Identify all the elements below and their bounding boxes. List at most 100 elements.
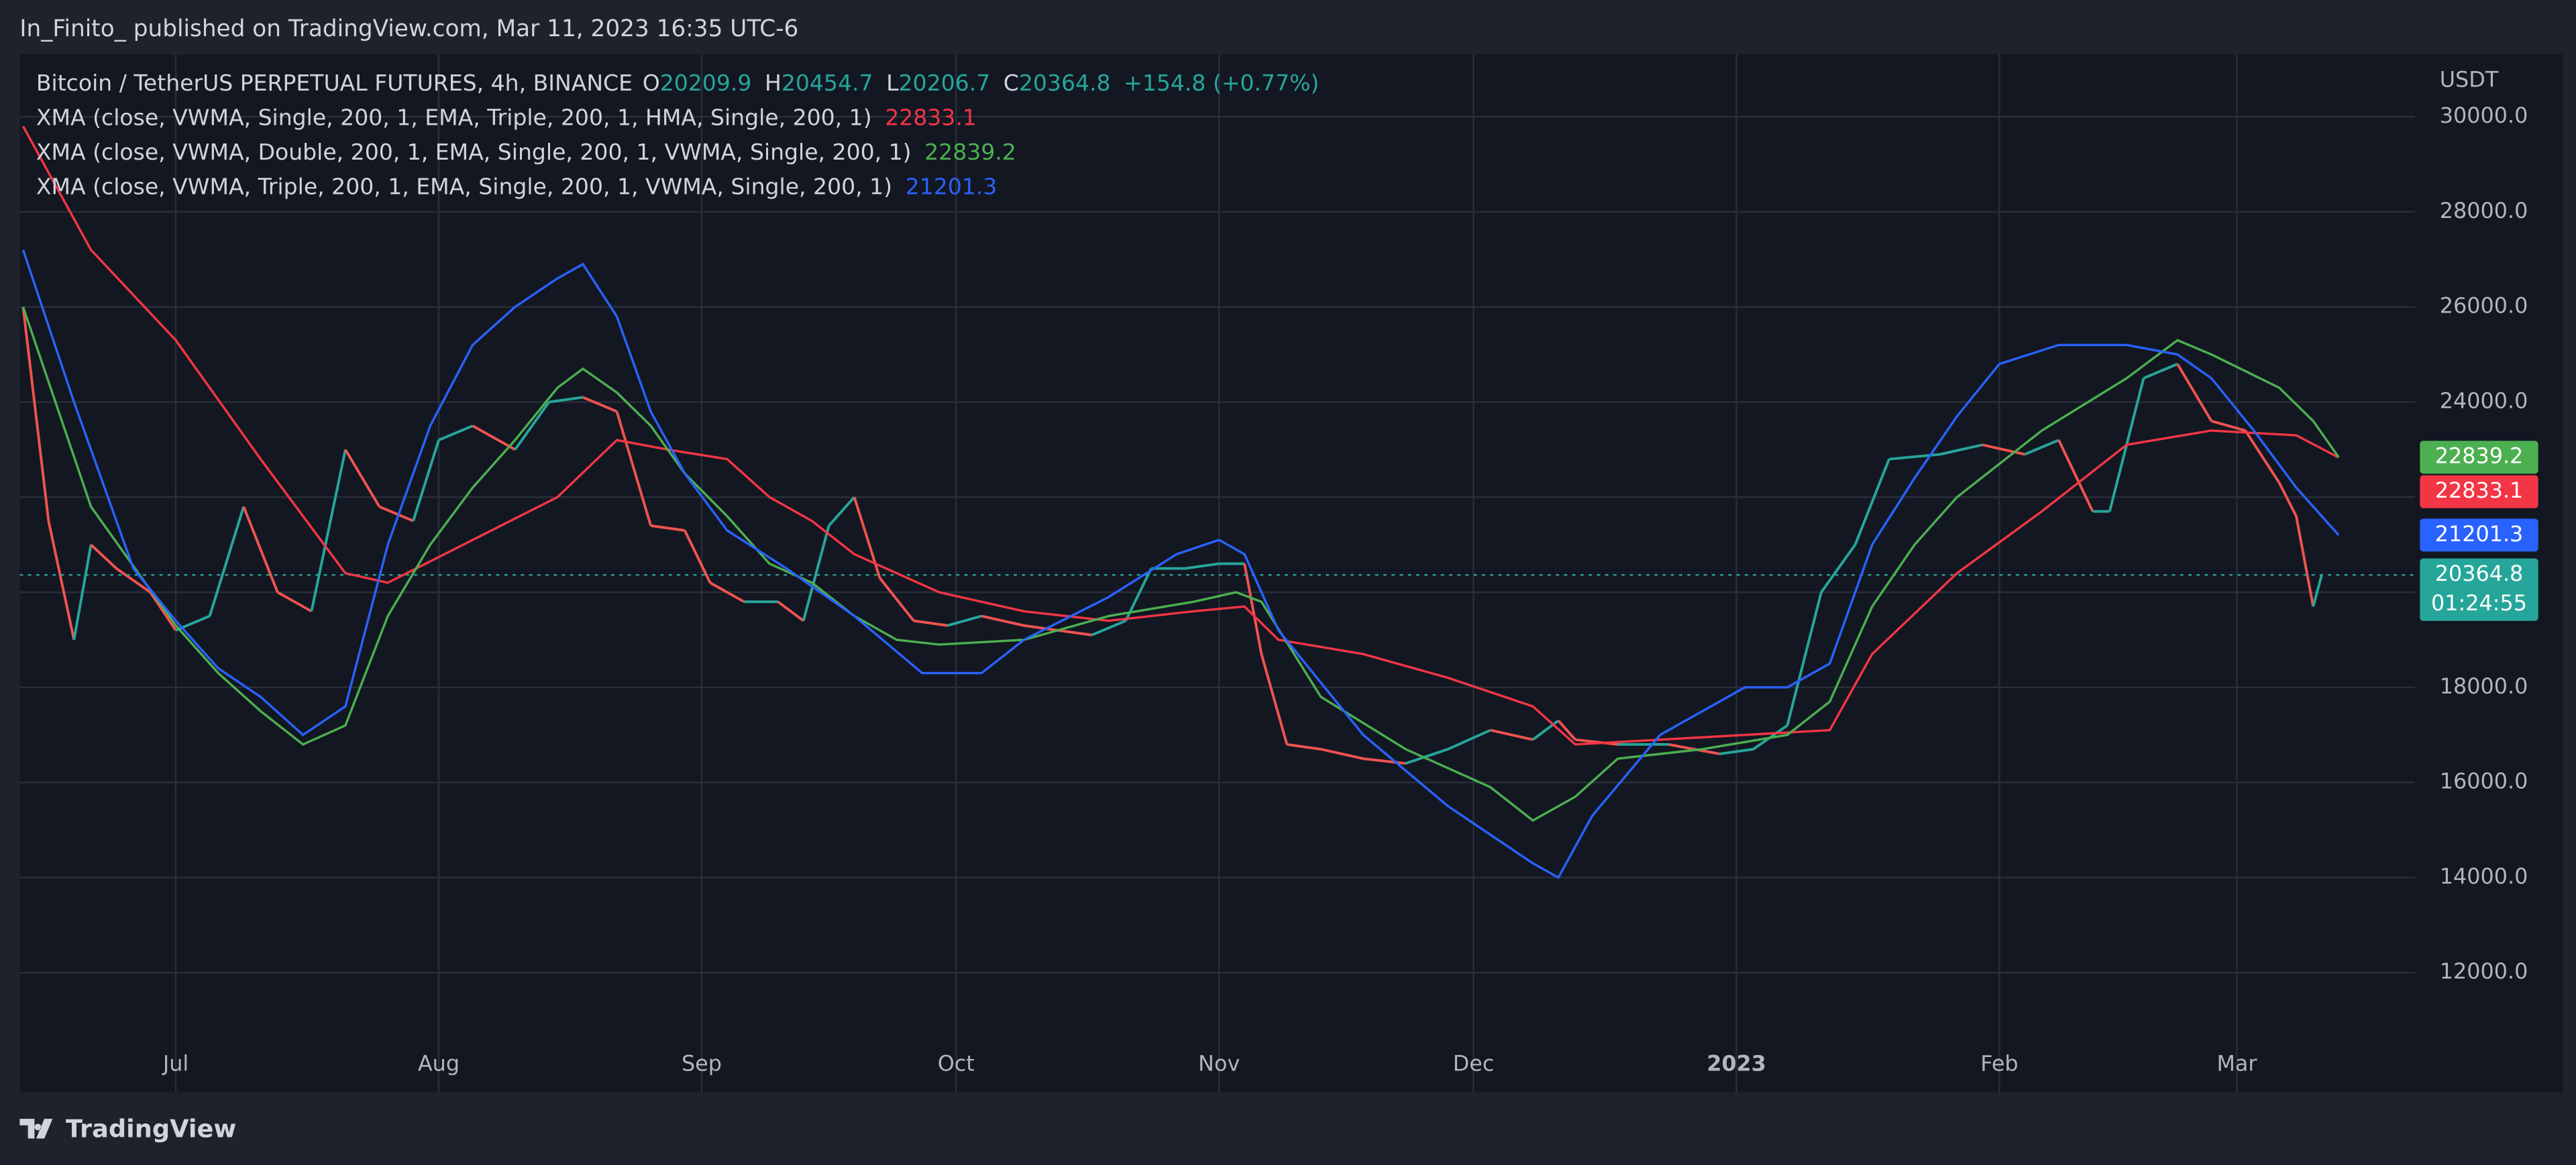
- ohlc-value: 20364.8: [1019, 70, 1111, 96]
- x-tick-label: Nov: [1198, 1050, 1240, 1076]
- price-segment: [802, 525, 830, 622]
- price-segment: [650, 524, 685, 532]
- price-segment: [2244, 429, 2281, 484]
- y-tick-label: 26000.0: [2440, 293, 2528, 319]
- price-segment: [709, 581, 745, 603]
- price-segment: [683, 530, 712, 584]
- x-tick-label: 2023: [1707, 1050, 1766, 1076]
- price-segment: [1575, 738, 1618, 746]
- price-badge: [2420, 475, 2538, 508]
- ohlc-value: 20454.7: [782, 70, 873, 96]
- price-segment: [913, 619, 948, 627]
- price-segment: [1024, 624, 1059, 632]
- legend-value: 21201.3: [906, 173, 998, 199]
- legend-name: XMA (close, VWMA, Triple, 200, 1, EMA, S…: [36, 173, 892, 199]
- price-segment: [1820, 543, 1857, 594]
- price-segment: [615, 411, 652, 526]
- price-segment: [1939, 443, 1983, 456]
- price-segment: [1447, 728, 1491, 751]
- x-tick-label: Oct: [938, 1050, 975, 1076]
- price-segment: [149, 591, 177, 631]
- x-tick-label: Aug: [418, 1050, 460, 1076]
- price-segment: [208, 506, 246, 617]
- y-tick-label: 18000.0: [2440, 673, 2528, 699]
- price-badge: [2420, 558, 2538, 621]
- price-segment: [947, 614, 982, 627]
- countdown: 01:24:55: [2431, 590, 2527, 616]
- price-segment: [582, 396, 618, 413]
- price-segment: [1405, 748, 1449, 765]
- price-segment: [2277, 482, 2298, 517]
- price-segment: [1719, 748, 1754, 756]
- legend-item: XMA (close, VWMA, Triple, 200, 1, EMA, S…: [36, 173, 997, 199]
- x-tick-label: Feb: [1980, 1050, 2018, 1076]
- price-badge: [2420, 518, 2538, 552]
- ohlc-label: O: [643, 70, 660, 96]
- price-segment: [1490, 728, 1534, 741]
- price-change: +154.8 (+0.77%): [1124, 70, 1319, 96]
- price-segment: [2312, 574, 2323, 607]
- ma-line: [21, 249, 2340, 879]
- price-segment: [1091, 619, 1126, 636]
- x-tick-label: Sep: [682, 1050, 722, 1076]
- price-segment: [2295, 516, 2315, 607]
- price-segment: [1287, 742, 1322, 751]
- price-segment: [828, 496, 856, 527]
- price-segment: [344, 449, 381, 508]
- price-segment: [1320, 748, 1364, 761]
- price-segment: [2211, 419, 2246, 432]
- price-badge-label: 22839.2: [2435, 443, 2524, 469]
- y-tick-label: 24000.0: [2440, 388, 2528, 413]
- legend-value: 22839.2: [924, 139, 1016, 165]
- ohlc-label: L: [886, 70, 899, 96]
- brand-name: TradingView: [66, 1115, 236, 1144]
- price-segment: [1982, 443, 2025, 456]
- ohlc-value: 20209.9: [660, 70, 752, 96]
- price-segment: [378, 505, 414, 522]
- price-segment: [777, 600, 804, 622]
- ohlc-label: C: [1004, 70, 1019, 96]
- y-tick-label: 16000.0: [2440, 769, 2528, 794]
- price-badge: [2420, 441, 2538, 474]
- price-segment: [514, 401, 550, 451]
- price-segment: [1057, 628, 1092, 636]
- x-tick-label: Mar: [2216, 1050, 2257, 1076]
- price-badge-label: 22833.1: [2435, 478, 2524, 503]
- price-segment: [2143, 362, 2178, 380]
- symbol-name: Bitcoin / TetherUS PERPETUAL FUTURES, 4h…: [36, 70, 633, 96]
- plot-area: [19, 54, 2416, 1093]
- price-segment: [412, 439, 440, 522]
- legend-value: 22833.1: [885, 104, 977, 130]
- price-segment: [438, 425, 474, 441]
- legend-item: XMA (close, VWMA, Double, 200, 1, EMA, S…: [36, 139, 1016, 165]
- price-segment: [2176, 363, 2213, 422]
- price-segment: [878, 577, 915, 622]
- price-segment: [115, 567, 152, 594]
- price-badge-label: 21201.3: [2435, 521, 2524, 547]
- legend-item: XMA (close, VWMA, Single, 200, 1, EMA, T…: [36, 104, 977, 130]
- price-segment: [47, 520, 76, 641]
- price-segment: [1243, 563, 1263, 655]
- x-tick-label: Jul: [162, 1050, 189, 1076]
- price-segment: [2024, 439, 2059, 456]
- price-segment: [90, 543, 117, 570]
- y-tick-label: 30000.0: [2440, 103, 2528, 128]
- price-segment: [1260, 653, 1289, 745]
- y-tick-label: 12000.0: [2440, 958, 2528, 984]
- price-segment: [1532, 719, 1560, 741]
- legend-name: XMA (close, VWMA, Single, 200, 1, EMA, T…: [36, 104, 872, 130]
- price-segment: [2057, 439, 2094, 512]
- y-tick-label: 14000.0: [2440, 863, 2528, 889]
- ma-line: [21, 125, 2339, 746]
- price-segment: [1854, 458, 1890, 545]
- price-segment: [472, 425, 516, 451]
- price-segment: [981, 614, 1024, 627]
- price-segment: [1362, 757, 1406, 765]
- price-badge-label: 20364.8: [2435, 561, 2524, 586]
- ohlc-label: H: [765, 70, 782, 96]
- y-tick-label: 28000.0: [2440, 198, 2528, 223]
- price-segment: [549, 396, 584, 404]
- ma-line: [21, 307, 2340, 822]
- axis-unit: USDT: [2440, 66, 2499, 92]
- price-segment: [1786, 592, 1823, 726]
